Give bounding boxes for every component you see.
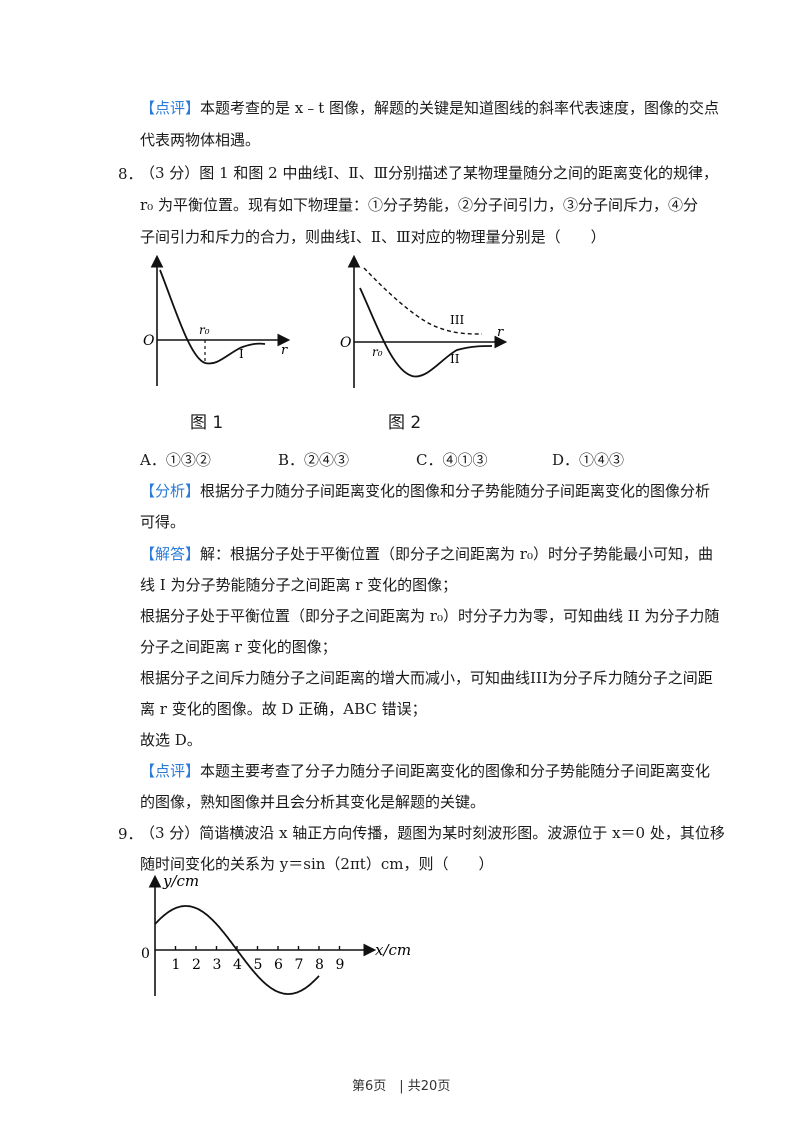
wave-tick-label: 9 — [336, 957, 345, 973]
q8-review-line2: 的图像，熟知图像并且会分析其变化是解题的关键。 — [140, 793, 486, 811]
fig2-curve-III — [363, 267, 483, 335]
wave-tick-label: 7 — [295, 957, 304, 973]
fig2-r0-label: r₀ — [372, 345, 383, 359]
option-b-key: B． — [278, 451, 305, 469]
q8-answer-line5: 根据分子之间斥力随分子之间距离的增大而减小，可知曲线III为分子斥力随分子之间距 — [140, 669, 713, 687]
q7-review-text: 本题考查的是 x﹣t 图像，解题的关键是知道图线的斜率代表速度，图像的交点 — [200, 99, 720, 117]
q8-analysis-line1: 【分析】根据分子力随分子间距离变化的图像和分子势能随分子间距离变化的图像分析 — [140, 481, 710, 501]
figure-1-potential-curve: O r₀ r I — [143, 254, 291, 386]
option-a-key: A． — [140, 451, 166, 469]
fig2-curve-II — [359, 287, 493, 378]
option-c-key: C． — [416, 451, 443, 469]
option-c-text: ④①③ — [442, 451, 488, 469]
q7-review-line2: 代表两物体相遇。 — [140, 131, 261, 149]
option-d[interactable]: D．①④③ — [552, 449, 624, 470]
question-number-9: 9． — [118, 825, 143, 843]
option-c[interactable]: C．④①③ — [416, 449, 488, 470]
q7-review-line1: 【点评】本题考查的是 x﹣t 图像，解题的关键是知道图线的斜率代表速度，图像的交… — [140, 98, 719, 118]
q8-review-line1: 【点评】本题主要考查了分子力随分子间距离变化的图像和分子势能随分子间距离变化 — [140, 761, 710, 781]
review-tag: 【点评】 — [140, 99, 201, 117]
review-tag-2: 【点评】 — [140, 762, 201, 780]
figure-2-force-curves: O r₀ r III II — [340, 254, 508, 388]
analysis-tag: 【分析】 — [140, 482, 201, 500]
q8-answer-line6: 离 r 变化的图像。故 D 正确，ABC 错误； — [140, 700, 427, 718]
q8-stem-line2: r₀ 为平衡位置。现有如下物理量：①分子势能，②分子间引力，③分子间斥力，④分 — [140, 196, 698, 214]
q8-analysis-line2: 可得。 — [140, 513, 186, 531]
fig1-axis-label: r — [281, 343, 288, 358]
wave-x-label: x/cm — [375, 941, 411, 959]
fig1-curve-I — [159, 269, 266, 365]
option-a[interactable]: A．①③② — [140, 449, 211, 470]
fig2-axis-label: r — [497, 325, 504, 340]
fig2-curve3-label: III — [450, 313, 464, 327]
q8-stem-line1: （3 分）图 1 和图 2 中曲线Ⅰ、Ⅱ、Ⅲ分别描述了某物理量随分之间的距离变化… — [140, 164, 719, 182]
question-number-8: 8． — [118, 165, 143, 183]
q9-stem-line2: 随时间变化的关系为 y＝sin（2πt）cm，则（ ） — [140, 855, 494, 873]
wave-tick-label: 2 — [192, 957, 201, 973]
q9-stem-line1: （3 分）简谐横波沿 x 轴正方向传播，题图为某时刻波形图。波源位于 x＝0 处… — [140, 824, 725, 842]
q8-answer-line7: 故选 D。 — [140, 731, 202, 749]
wave-tick-label: 1 — [172, 957, 181, 973]
option-a-text: ①③② — [165, 451, 211, 469]
fig2-origin: O — [340, 335, 352, 351]
wave-tick-label: 6 — [274, 957, 283, 973]
q8-stem-line3: 子间引力和斥力的合力，则曲线Ⅰ、Ⅱ、Ⅲ对应的物理量分别是（ ） — [140, 228, 606, 246]
option-b[interactable]: B．②④③ — [278, 449, 349, 470]
option-d-key: D． — [552, 451, 580, 469]
option-d-text: ①④③ — [579, 451, 625, 469]
fig2-curve2-label: II — [450, 352, 460, 366]
answer-tag: 【解答】 — [140, 545, 201, 563]
q8-answer-line3: 根据分子处于平衡位置（即分子之间距离为 r₀）时分子力为零，可知曲线 II 为分… — [140, 607, 720, 625]
fig1-origin: O — [143, 333, 155, 349]
figure-2-caption: 图 2 — [388, 413, 422, 433]
q8-analysis-text: 根据分子力随分子间距离变化的图像和分子势能随分子间距离变化的图像分析 — [200, 482, 711, 500]
q8-answer-text: 解：根据分子处于平衡位置（即分子之间距离为 r₀）时分子势能最小可知，曲 — [200, 545, 713, 563]
fig1-r0-label: r₀ — [199, 323, 210, 337]
wave-tick-label: 4 — [233, 957, 242, 973]
wave-tick-label: 5 — [254, 957, 263, 973]
q8-answer-line2: 线 I 为分子势能随分子之间距离 r 变化的图像； — [140, 576, 458, 594]
q8-answer-line1: 【解答】解：根据分子处于平衡位置（即分子之间距离为 r₀）时分子势能最小可知，曲 — [140, 544, 713, 564]
fig1-curve-label: I — [239, 347, 244, 361]
q8-review-text: 本题主要考查了分子力随分子间距离变化的图像和分子势能随分子间距离变化 — [200, 762, 711, 780]
option-b-text: ②④③ — [304, 451, 350, 469]
q8-answer-line4: 分子之间距离 r 变化的图像； — [140, 638, 337, 656]
wave-origin: 0 — [141, 946, 150, 962]
wave-tick-label: 8 — [315, 957, 324, 973]
figure-1-caption: 图 1 — [190, 413, 224, 433]
wave-y-label: y/cm — [162, 872, 199, 890]
wave-tick-label: 3 — [213, 957, 222, 973]
page-footer: 第6页 | 共20页 — [352, 1079, 451, 1094]
